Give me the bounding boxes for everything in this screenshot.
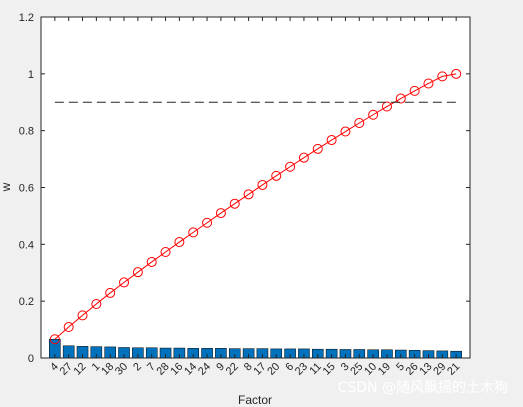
cumulative-marker-6 — [285, 161, 296, 172]
cumulative-marker-11 — [312, 143, 323, 154]
x-tick-label: 2 — [131, 361, 144, 374]
cumulative-marker-18 — [105, 287, 116, 298]
plot-area — [41, 17, 470, 358]
y-tick-label: 0.4 — [19, 239, 34, 251]
cumulative-marker-5 — [395, 93, 406, 104]
x-tick-label: 19 — [376, 361, 393, 378]
x-tick-label: 24 — [196, 361, 213, 378]
cumulative-marker-1 — [91, 299, 102, 310]
cumulative-marker-28 — [160, 247, 171, 258]
cumulative-marker-20 — [271, 170, 282, 181]
watermark-text: CSDN @随风飘摇的土木狗 — [338, 380, 508, 396]
cumulative-marker-22 — [229, 198, 240, 209]
cumulative-marker-19 — [381, 101, 392, 112]
cumulative-line-layer — [49, 68, 462, 345]
cumulative-marker-30 — [119, 277, 130, 288]
y-tick-label: 0 — [28, 353, 34, 365]
cumulative-marker-13 — [423, 78, 434, 89]
y-tick-label: 0.8 — [19, 126, 34, 138]
x-tick-label: 22 — [224, 361, 241, 378]
y-axis-label: w — [0, 182, 13, 192]
cumulative-marker-3 — [340, 126, 351, 137]
x-tick-label: 20 — [265, 361, 282, 378]
y-tick-label: 0.6 — [19, 183, 34, 195]
cumulative-marker-15 — [326, 135, 337, 146]
y-axis: 0 0.2 0.4 0.6 0.8 1 1.2 — [19, 12, 470, 365]
cumulative-marker-21 — [451, 68, 462, 79]
cumulative-marker-9 — [215, 208, 226, 219]
cumulative-marker-2 — [132, 267, 143, 278]
cumulative-marker-26 — [409, 85, 420, 96]
x-tick-label: 21 — [445, 361, 462, 378]
cumulative-marker-27 — [63, 322, 74, 333]
x-tick-label: 12 — [71, 361, 88, 378]
cumulative-marker-24 — [202, 217, 213, 228]
x-axis-label: Factor — [238, 393, 272, 407]
cumulative-marker-16 — [174, 237, 185, 248]
x-tick-label: 15 — [321, 361, 338, 378]
y-tick-label: 0.2 — [19, 296, 34, 308]
cumulative-marker-29 — [437, 71, 448, 82]
cumulative-marker-12 — [77, 310, 88, 321]
cumulative-marker-4 — [49, 334, 60, 345]
cumulative-marker-8 — [243, 189, 254, 200]
y-tick-label: 1 — [28, 69, 34, 81]
cumulative-marker-14 — [188, 227, 199, 238]
cumulative-marker-23 — [298, 152, 309, 163]
cumulative-marker-10 — [368, 109, 379, 120]
cumulative-line — [54, 73, 457, 340]
cumulative-marker-17 — [257, 179, 268, 190]
cumulative-marker-25 — [354, 117, 365, 128]
cumulative-marker-7 — [146, 256, 157, 267]
y-tick-label: 1.2 — [19, 12, 34, 24]
x-tick-label: 30 — [113, 361, 130, 378]
